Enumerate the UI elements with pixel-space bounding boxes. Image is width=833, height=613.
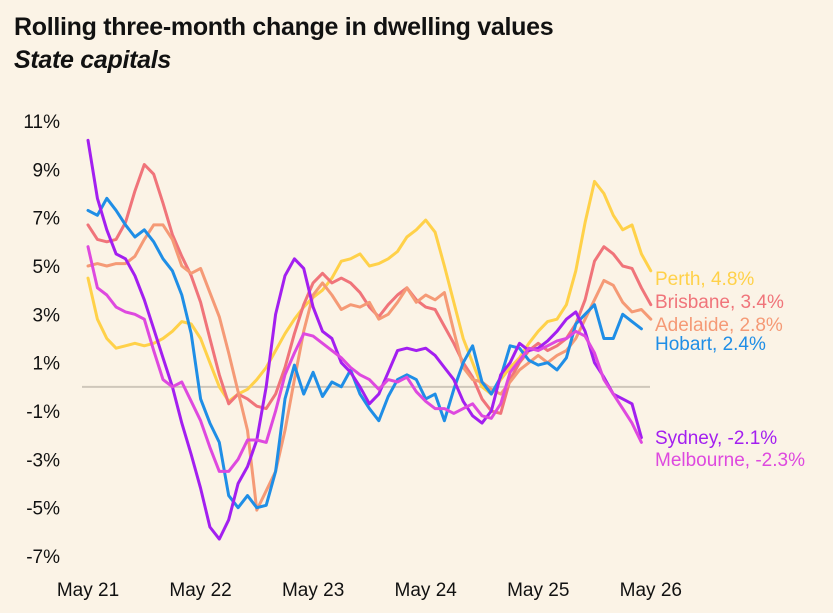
- x-tick-label: May 26: [620, 580, 682, 601]
- series-lines: [86, 138, 653, 541]
- y-tick-label: 7%: [33, 209, 61, 230]
- x-tick-label: May 23: [282, 580, 344, 601]
- series-line-perth: [86, 179, 653, 403]
- series-line-adelaide: [86, 223, 653, 512]
- series-label-sydney: Sydney, -2.1%: [655, 428, 777, 449]
- chart-subtitle: State capitals: [14, 46, 171, 74]
- x-tick-label: May 25: [507, 580, 569, 601]
- y-tick-label: -5%: [26, 499, 60, 520]
- y-tick-label: 5%: [33, 257, 61, 278]
- y-tick-label: -7%: [26, 547, 60, 568]
- series-label-melbourne: Melbourne, -2.3%: [655, 450, 805, 471]
- x-axis: May 21 May 22 May 23 May 24 May 25 May 26: [57, 580, 682, 601]
- series-label-brisbane: Brisbane, 3.4%: [655, 292, 784, 313]
- series-label-perth: Perth, 4.8%: [655, 269, 754, 290]
- series-line-sydney: [86, 138, 643, 541]
- chart-title: Rolling three-month change in dwelling v…: [14, 13, 554, 41]
- series-line-brisbane: [86, 163, 653, 415]
- y-tick-label: 9%: [33, 160, 61, 181]
- y-tick-label: -3%: [26, 450, 60, 471]
- y-tick-label: -1%: [26, 402, 60, 423]
- series-label-adelaide: Adelaide, 2.8%: [655, 315, 783, 336]
- series-labels: Perth, 4.8%Brisbane, 3.4%Adelaide, 2.8%H…: [655, 269, 805, 471]
- y-tick-label: 3%: [33, 305, 61, 326]
- series-label-hobart: Hobart, 2.4%: [655, 334, 766, 355]
- x-tick-label: May 22: [169, 580, 231, 601]
- y-tick-label: 11%: [23, 112, 60, 133]
- series-line-melbourne: [86, 245, 643, 473]
- x-tick-label: May 24: [395, 580, 458, 601]
- x-tick-label: May 21: [57, 580, 119, 601]
- y-tick-label: 1%: [33, 354, 61, 375]
- y-axis: 11% 9% 7% 5% 3% 1% -1% -3% -5% -7%: [23, 112, 60, 568]
- series-line-hobart: [86, 196, 643, 510]
